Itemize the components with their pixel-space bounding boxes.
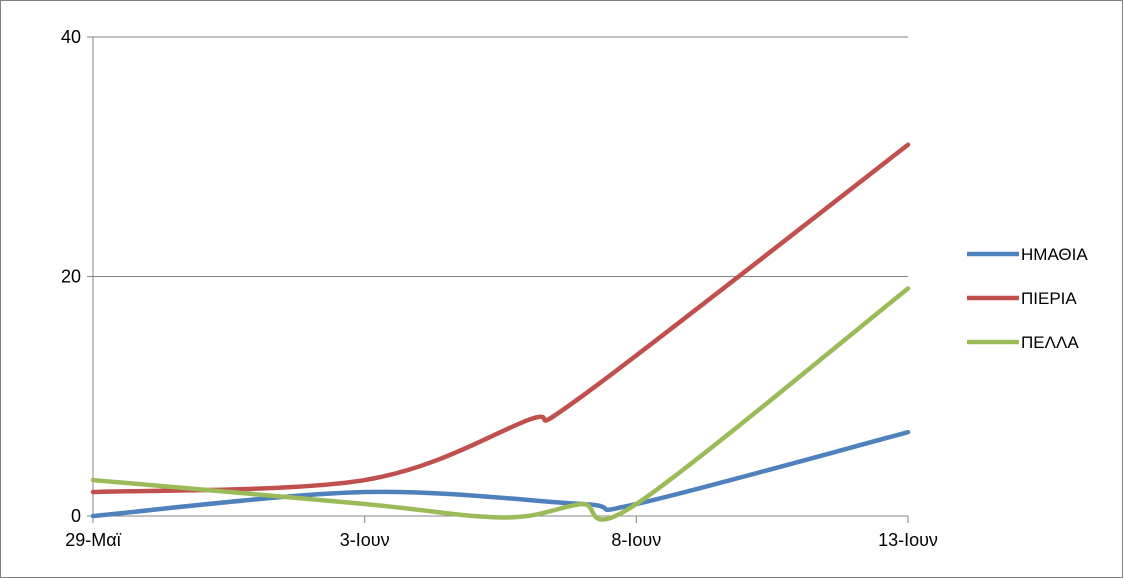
series-line-3 bbox=[90, 286, 911, 522]
x-tick-label: 8-Ιουν bbox=[611, 530, 661, 550]
series-lines bbox=[90, 142, 911, 522]
x-tick-label: 13-Ιουν bbox=[878, 530, 938, 550]
x-tick-label: 3-Ιουν bbox=[340, 530, 390, 550]
y-tick-label: 40 bbox=[61, 27, 81, 47]
gridlines bbox=[93, 36, 908, 277]
y-tick-label: 20 bbox=[61, 267, 81, 287]
legend: ΗΜΑΘΙΑ ΠΙΕΡΙΑ ΠΕΛΛΑ bbox=[967, 245, 1088, 352]
axes: 0 20 40 29-Μαϊ 3-Ιουν 8-Ιουν 13-Ιουν bbox=[61, 27, 938, 550]
legend-label-3: ΠΕΛΛΑ bbox=[1021, 333, 1079, 352]
legend-label-1: ΗΜΑΘΙΑ bbox=[1021, 245, 1088, 264]
legend-label-2: ΠΙΕΡΙΑ bbox=[1021, 289, 1077, 308]
series-line-2 bbox=[90, 142, 911, 495]
y-tick-label: 0 bbox=[71, 506, 81, 526]
series-line-1 bbox=[90, 429, 911, 519]
x-tick-label: 29-Μαϊ bbox=[65, 530, 121, 550]
